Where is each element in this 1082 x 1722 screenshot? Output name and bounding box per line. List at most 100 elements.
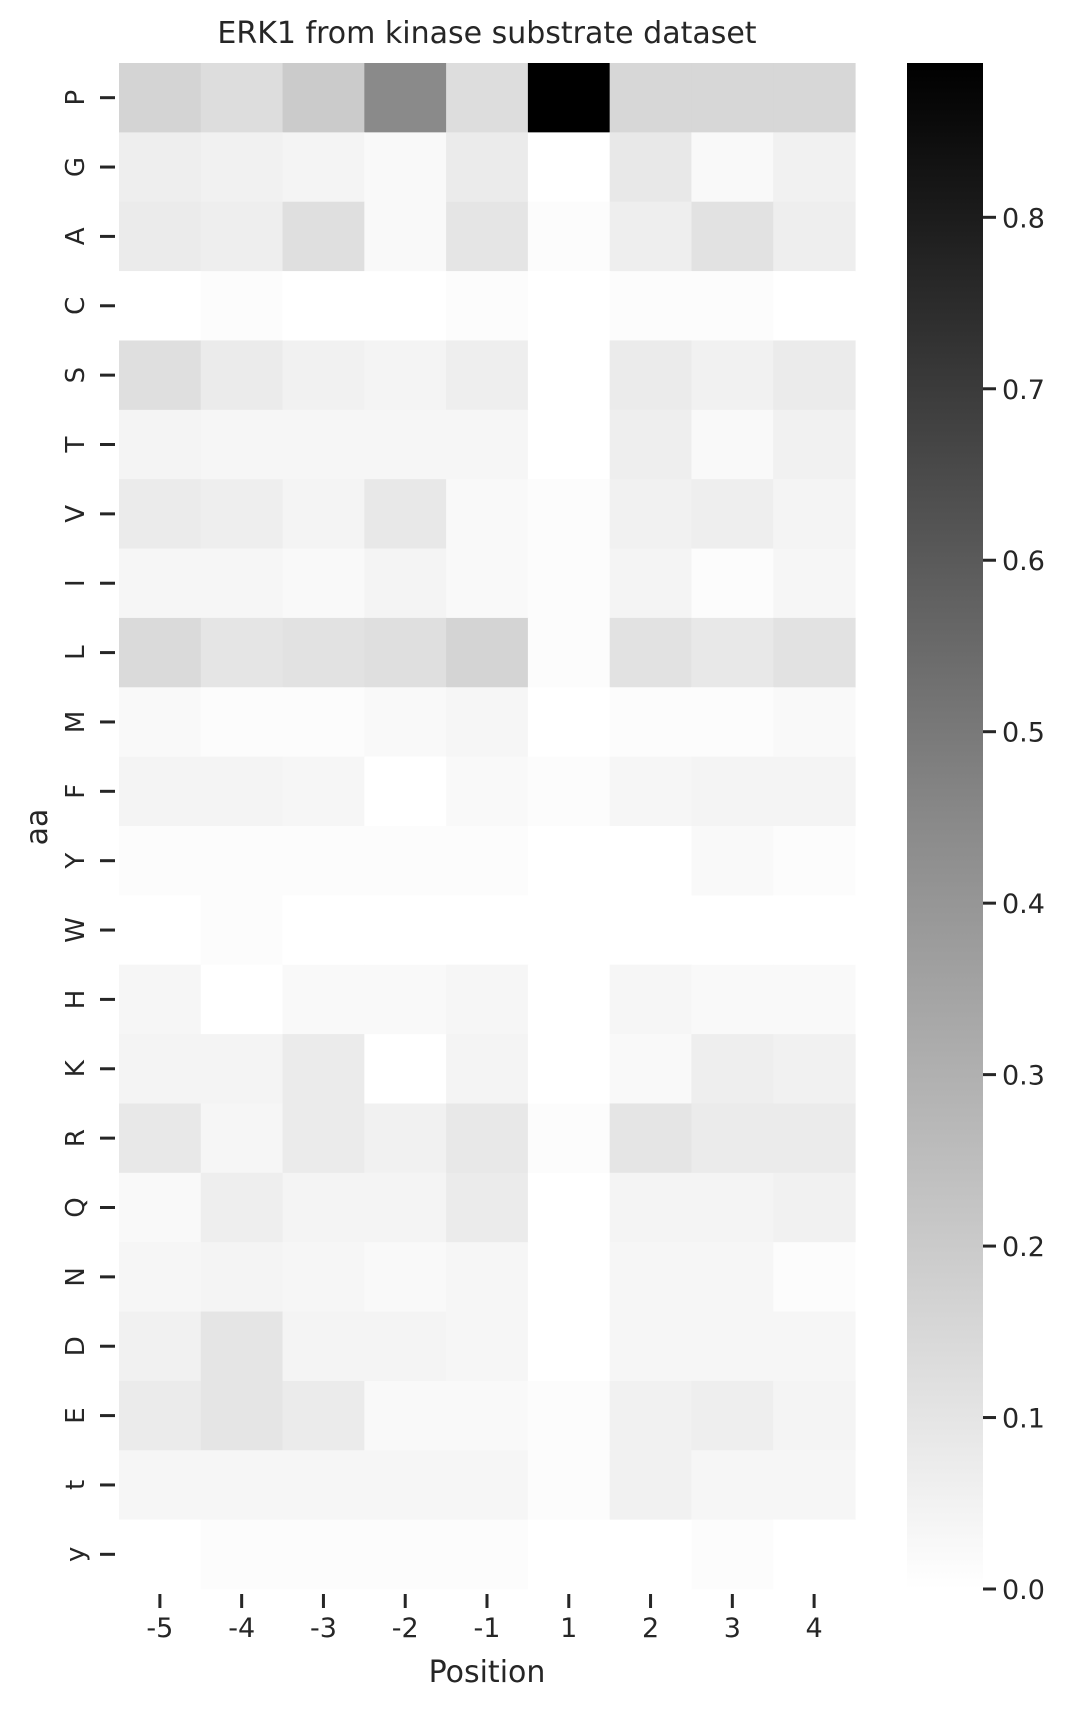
cell-V-1 [528, 479, 610, 549]
y-tick-label: y [61, 1547, 91, 1562]
cell-I-2 [610, 549, 692, 619]
y-tick-label: Q [61, 1197, 91, 1217]
cell-Q--3 [283, 1173, 365, 1243]
cell-P-3 [691, 63, 773, 133]
cell-N--5 [119, 1242, 201, 1312]
cell-W--3 [283, 895, 365, 965]
cell-E--5 [119, 1381, 201, 1451]
cell-K-1 [528, 1034, 610, 1104]
cell-E--2 [364, 1381, 446, 1451]
cell-I--4 [201, 549, 283, 619]
cell-I--5 [119, 549, 201, 619]
cell-C-3 [691, 271, 773, 341]
cell-N--1 [446, 1242, 528, 1312]
colorbar-tick-label: 0.4 [1002, 889, 1045, 920]
cell-S--5 [119, 340, 201, 410]
y-tick-label: W [61, 917, 91, 943]
cell-N-2 [610, 1242, 692, 1312]
cell-L--3 [283, 618, 365, 688]
y-tick-label: S [61, 367, 91, 384]
y-tick-label: P [61, 90, 91, 106]
cell-y-3 [691, 1520, 773, 1590]
cell-Q-1 [528, 1173, 610, 1243]
cell-C--1 [446, 271, 528, 341]
cell-Y-1 [528, 826, 610, 896]
cell-L-4 [773, 618, 855, 688]
cell-t-1 [528, 1450, 610, 1520]
colorbar-tick-label: 0.2 [1002, 1232, 1045, 1263]
y-tick-label: C [61, 297, 91, 315]
cell-G--2 [364, 132, 446, 202]
colorbar-tick-label: 0.3 [1002, 1061, 1045, 1092]
cell-A-1 [528, 202, 610, 272]
cell-E-4 [773, 1381, 855, 1451]
cell-T--4 [201, 410, 283, 480]
y-tick-label: F [61, 784, 91, 799]
cell-V-4 [773, 479, 855, 549]
cell-M-1 [528, 687, 610, 757]
cell-G-1 [528, 132, 610, 202]
cell-T--3 [283, 410, 365, 480]
cell-V--4 [201, 479, 283, 549]
cell-K-2 [610, 1034, 692, 1104]
cell-Q-2 [610, 1173, 692, 1243]
x-tick-label: -3 [310, 1613, 337, 1644]
cell-M--5 [119, 687, 201, 757]
cell-W-2 [610, 895, 692, 965]
cell-N-1 [528, 1242, 610, 1312]
cell-Q--2 [364, 1173, 446, 1243]
heatmap-cells [119, 63, 856, 1590]
cell-Y--2 [364, 826, 446, 896]
cell-N--3 [283, 1242, 365, 1312]
x-tick-label: -4 [228, 1613, 255, 1644]
cell-t--1 [446, 1450, 528, 1520]
cell-L-2 [610, 618, 692, 688]
cell-R-2 [610, 1103, 692, 1173]
cell-V-2 [610, 479, 692, 549]
cell-D--2 [364, 1312, 446, 1382]
cell-N-3 [691, 1242, 773, 1312]
cell-Y--3 [283, 826, 365, 896]
cell-N-4 [773, 1242, 855, 1312]
cell-H--4 [201, 965, 283, 1035]
cell-Q-3 [691, 1173, 773, 1243]
cell-F--5 [119, 757, 201, 827]
cell-Y--4 [201, 826, 283, 896]
x-axis: -5 -4 -3 -2 -1 1 2 3 4 [146, 1594, 822, 1644]
cell-R--4 [201, 1103, 283, 1173]
y-tick-label: T [61, 436, 91, 453]
cell-K-4 [773, 1034, 855, 1104]
cell-Q-4 [773, 1173, 855, 1243]
cell-W-1 [528, 895, 610, 965]
cell-D--3 [283, 1312, 365, 1382]
cell-I--2 [364, 549, 446, 619]
cell-K--1 [446, 1034, 528, 1104]
cell-M--2 [364, 687, 446, 757]
y-tick-label: H [61, 990, 91, 1010]
cell-M--3 [283, 687, 365, 757]
cell-I--1 [446, 549, 528, 619]
y-tick-label: t [61, 1480, 91, 1490]
cell-A-3 [691, 202, 773, 272]
cell-H--3 [283, 965, 365, 1035]
y-axis: P G A C S T V I L M F Y W H K R Q N D Et y [61, 90, 115, 1562]
cell-D--5 [119, 1312, 201, 1382]
cell-T--1 [446, 410, 528, 480]
cell-W-3 [691, 895, 773, 965]
y-axis-label: aa [20, 809, 55, 846]
cell-L-3 [691, 618, 773, 688]
cell-S--4 [201, 340, 283, 410]
cell-Y--5 [119, 826, 201, 896]
cell-Y-4 [773, 826, 855, 896]
cell-C--4 [201, 271, 283, 341]
cell-P--1 [446, 63, 528, 133]
cell-K--3 [283, 1034, 365, 1104]
cell-H-4 [773, 965, 855, 1035]
cell-M-3 [691, 687, 773, 757]
cell-D-1 [528, 1312, 610, 1382]
cell-F--2 [364, 757, 446, 827]
cell-K-3 [691, 1034, 773, 1104]
cell-P-2 [610, 63, 692, 133]
cell-H-3 [691, 965, 773, 1035]
x-axis-label: Position [429, 1655, 546, 1690]
